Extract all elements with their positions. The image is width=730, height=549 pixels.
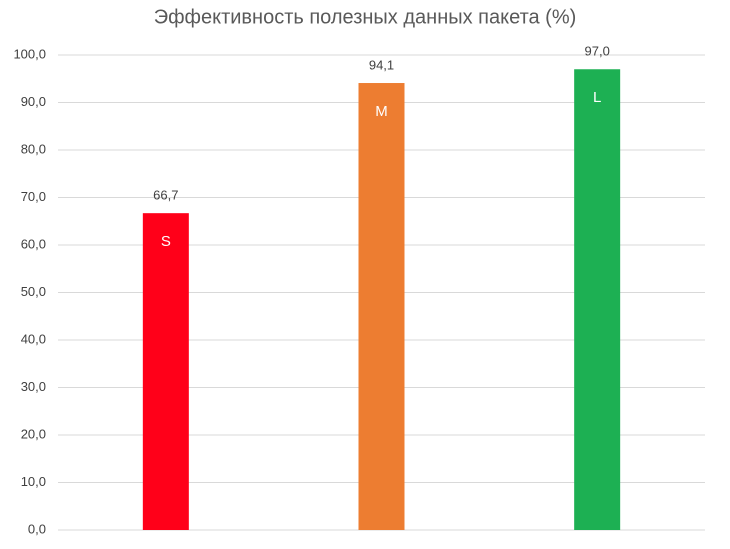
category-label: M [375, 103, 388, 120]
bar [574, 69, 621, 530]
y-tick-label: 80,0 [21, 141, 46, 156]
y-tick-label: 50,0 [21, 284, 46, 299]
value-label: 66,7 [153, 188, 178, 203]
category-label: S [161, 233, 171, 250]
category-label: L [593, 89, 601, 106]
chart-title: Эффективность полезных данных пакета (%) [154, 6, 577, 28]
value-label: 94,1 [369, 57, 394, 72]
y-tick-label: 30,0 [21, 379, 46, 394]
y-tick-label: 0,0 [28, 521, 46, 536]
bar [142, 213, 189, 531]
y-tick-label: 10,0 [21, 474, 46, 489]
value-label: 97,0 [585, 44, 610, 59]
y-tick-label: 100,0 [13, 46, 46, 61]
y-tick-label: 70,0 [21, 189, 46, 204]
bar [358, 83, 405, 531]
y-tick-label: 90,0 [21, 94, 46, 109]
y-tick-label: 60,0 [21, 236, 46, 251]
y-tick-label: 20,0 [21, 426, 46, 441]
y-tick-label: 40,0 [21, 331, 46, 346]
